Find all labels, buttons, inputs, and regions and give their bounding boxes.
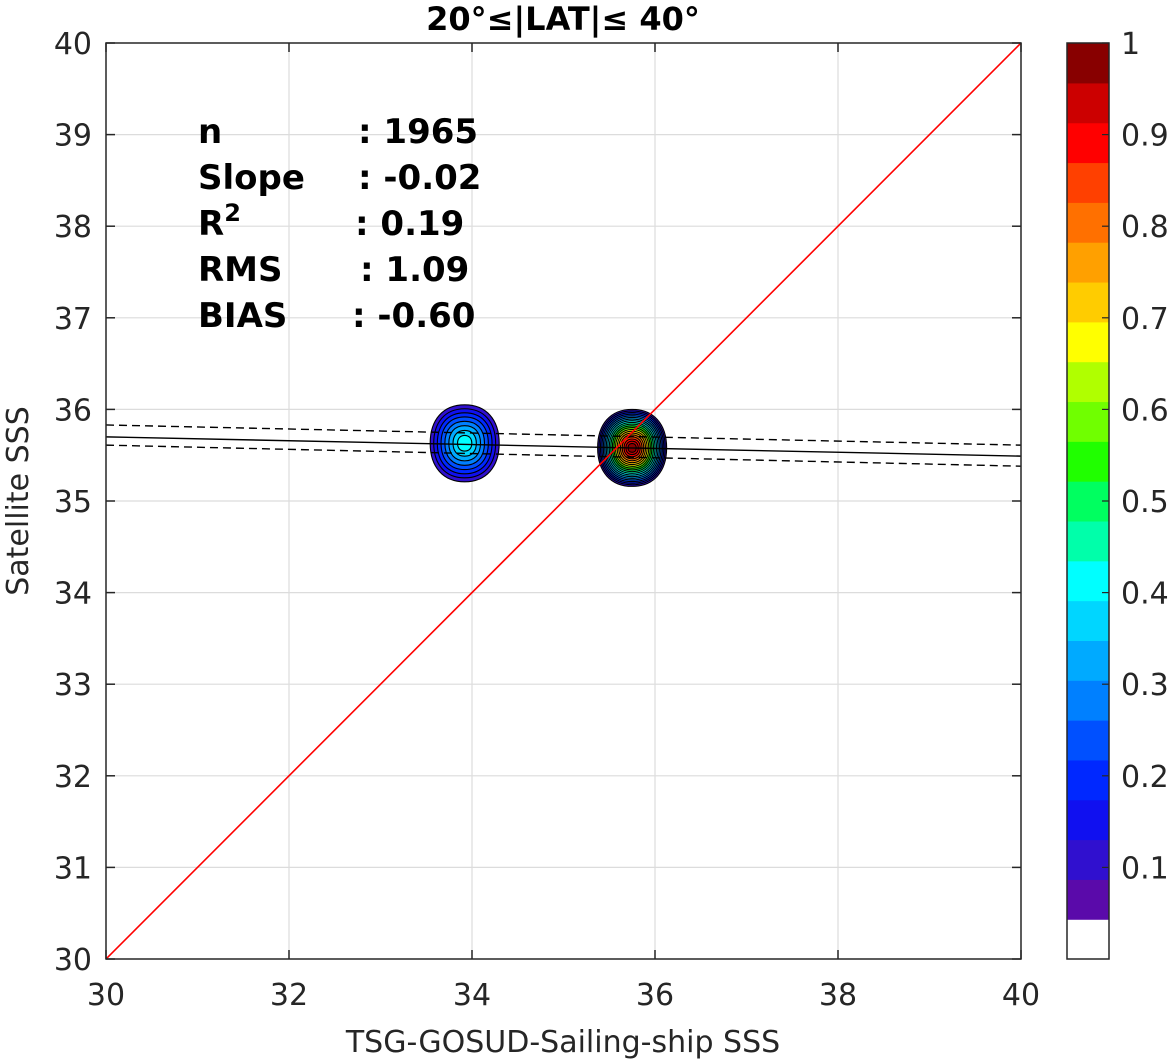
stat-label: n [198,112,222,152]
colorbar-segment [1067,162,1109,203]
y-tick-label: 37 [54,302,92,337]
y-tick-label: 39 [54,119,92,154]
stat-label: R2 [198,199,241,244]
stat-superscript: 2 [224,199,241,227]
confidence-lower-line [106,444,1021,467]
colorbar-tick-label: 0.6 [1121,393,1169,428]
colorbar-segment [1067,759,1109,801]
colorbar-segment [1067,122,1109,164]
colorbar-tick-label: 0.9 [1121,119,1169,154]
axis-ticks: 30 32 34 36 38 40 30 31 32 33 34 35 36 37 38 39 40 [54,27,1040,1013]
colorbar-segment [1067,839,1109,880]
colorbar-tick-label: 0.5 [1121,485,1169,520]
colorbar-tick-label: 0.7 [1121,302,1169,337]
y-tick-label: 31 [54,851,92,886]
colorbar-segment [1067,43,1109,84]
y-tick-label: 33 [54,668,92,703]
colorbar-tick-label: 0.1 [1121,851,1169,886]
x-axis-label: TSG-GOSUD-Sailing-ship SSS [345,1025,780,1060]
stat-value: : -0.02 [358,158,481,198]
grid [106,43,1021,959]
colorbar-segment [1067,361,1109,403]
x-tick-label: 32 [270,978,308,1013]
y-tick-label: 32 [54,760,92,795]
stat-label: RMS [198,250,283,290]
y-tick-label: 36 [54,393,92,428]
colorbar-tick-label: 0.3 [1121,668,1169,703]
y-tick-label: 40 [54,27,92,62]
y-tick-label: 30 [54,943,92,978]
x-tick-label: 34 [453,978,491,1013]
stat-value: : 0.19 [355,204,464,244]
confidence-upper-line [106,424,1021,446]
colorbar-segment [1067,799,1109,841]
x-tick-label: 40 [1002,978,1040,1013]
y-tick-label: 35 [54,485,92,520]
colorbar-segment [1067,919,1109,960]
stat-value: : -0.60 [352,296,475,336]
x-tick-label: 36 [636,978,674,1013]
colorbar-segment [1067,520,1109,562]
stat-label: BIAS [198,296,287,336]
colorbar-segment [1067,242,1109,283]
x-tick-label: 38 [819,978,857,1013]
colorbar-tick-label: 1 [1121,27,1140,62]
colorbar-tick-label: 0.4 [1121,577,1169,612]
density-clusters [429,404,668,487]
colorbar-segment [1067,82,1109,124]
colorbar-segment [1067,720,1109,761]
colorbar-segment [1067,600,1109,641]
y-axis-label: Satellite SSS [1,406,36,596]
stat-label: Slope [198,158,305,198]
chart-title: 20°≤|LAT|≤ 40° [426,0,700,39]
colorbar-segment [1067,560,1109,602]
x-tick-label: 30 [87,978,125,1013]
colorbar-segment [1067,879,1109,920]
colorbar-segment [1067,680,1109,721]
colorbar-tick-label: 0.2 [1121,760,1169,795]
identity-line [106,43,1021,959]
regression-line [106,436,1021,457]
colorbar-segment [1067,441,1109,482]
colorbar-segment [1067,640,1109,681]
colorbar: 0.1 0.2 0.3 0.4 0.5 0.6 0.7 0.8 0.9 1 [1066,27,1169,960]
fit-lines [106,43,1021,959]
colorbar-segment [1067,281,1109,323]
colorbar-segment [1067,401,1109,442]
density-contour [456,434,473,452]
colorbar-segment [1067,202,1109,243]
colorbar-segment [1067,321,1109,363]
statistics-box: n : 1965 Slope : -0.02 R2 : 0.19 RMS : 1.09 BIAS… [198,112,481,336]
colorbar-tick-label: 0.8 [1121,210,1169,245]
stat-value: : 1965 [358,112,478,152]
y-tick-label: 38 [54,210,92,245]
y-tick-label: 34 [54,577,92,612]
stat-value: : 1.09 [360,250,469,290]
